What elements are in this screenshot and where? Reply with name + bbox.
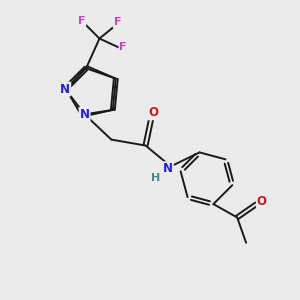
- Text: F: F: [114, 17, 121, 27]
- Text: N: N: [80, 108, 90, 121]
- Text: F: F: [119, 43, 127, 52]
- Text: F: F: [78, 16, 85, 26]
- Text: O: O: [148, 106, 158, 119]
- Text: O: O: [257, 195, 267, 208]
- Text: N: N: [60, 82, 70, 96]
- Text: N: N: [163, 162, 173, 175]
- Text: H: H: [151, 172, 160, 183]
